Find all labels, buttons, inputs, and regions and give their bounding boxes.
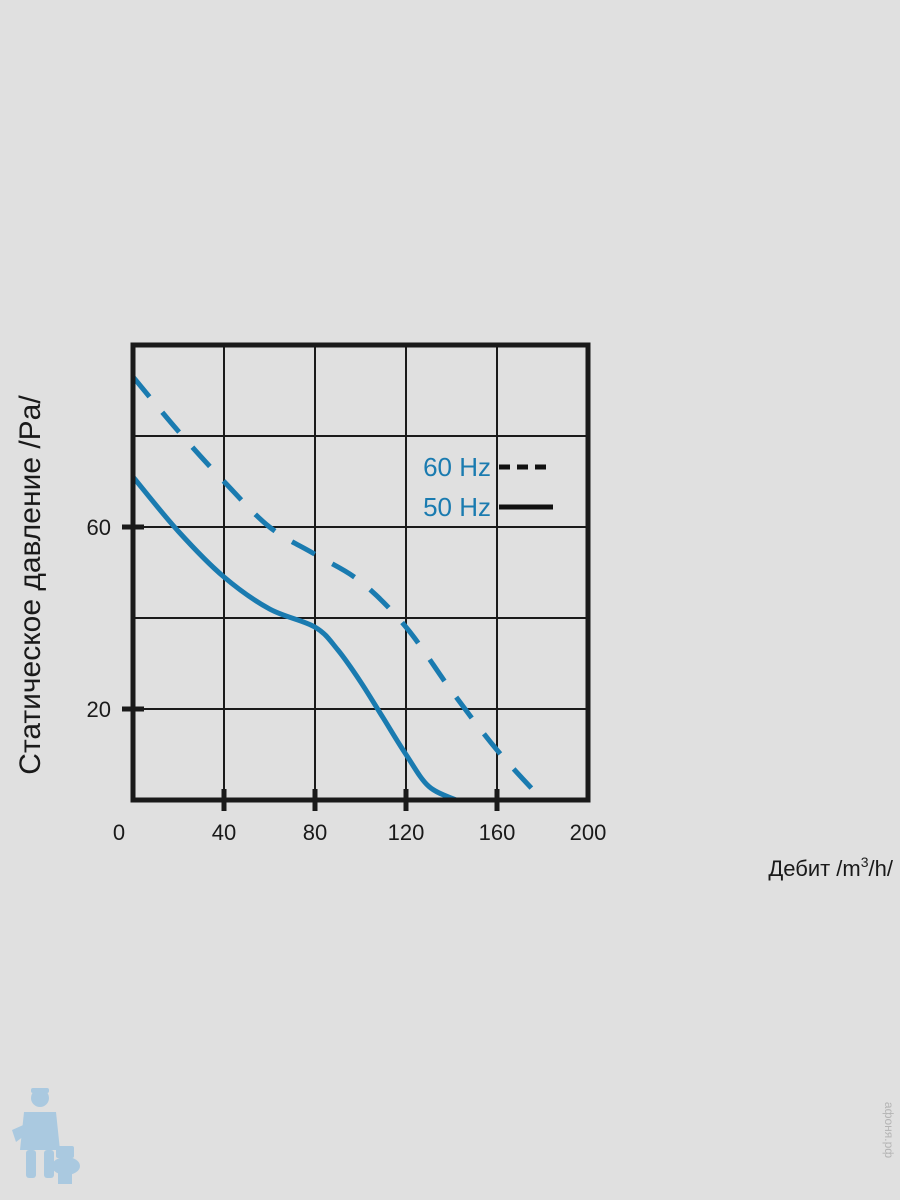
- x-tick-label: 40: [212, 820, 236, 845]
- x-tick-label: 160: [479, 820, 516, 845]
- legend: 60 Hz 50 Hz: [423, 452, 553, 522]
- x-tick-label: 200: [570, 820, 607, 845]
- y-axis-title: Статическое давление /Pa/: [14, 395, 47, 775]
- y-tick-label: 20: [87, 697, 111, 722]
- plumber-mascot-icon: [12, 1088, 80, 1184]
- series-line-60hz: [131, 375, 545, 802]
- axis-ticks: 0 40 80 120 160 200 20 60: [87, 515, 607, 845]
- grid-lines: [133, 345, 588, 800]
- y-tick-label: 60: [87, 515, 111, 540]
- watermark: афоня.рф: [882, 1102, 896, 1158]
- plot-frame: [130, 342, 591, 803]
- series-line-50hz: [131, 475, 458, 803]
- x-axis-title: Дебит /m3/h/: [768, 854, 894, 881]
- x-tick-label: 80: [303, 820, 327, 845]
- legend-label-50hz: 50 Hz: [423, 492, 491, 522]
- legend-label-60hz: 60 Hz: [423, 452, 491, 482]
- series-lines: [131, 375, 545, 803]
- x-tick-label: 0: [113, 820, 125, 845]
- x-tick-label: 120: [388, 820, 425, 845]
